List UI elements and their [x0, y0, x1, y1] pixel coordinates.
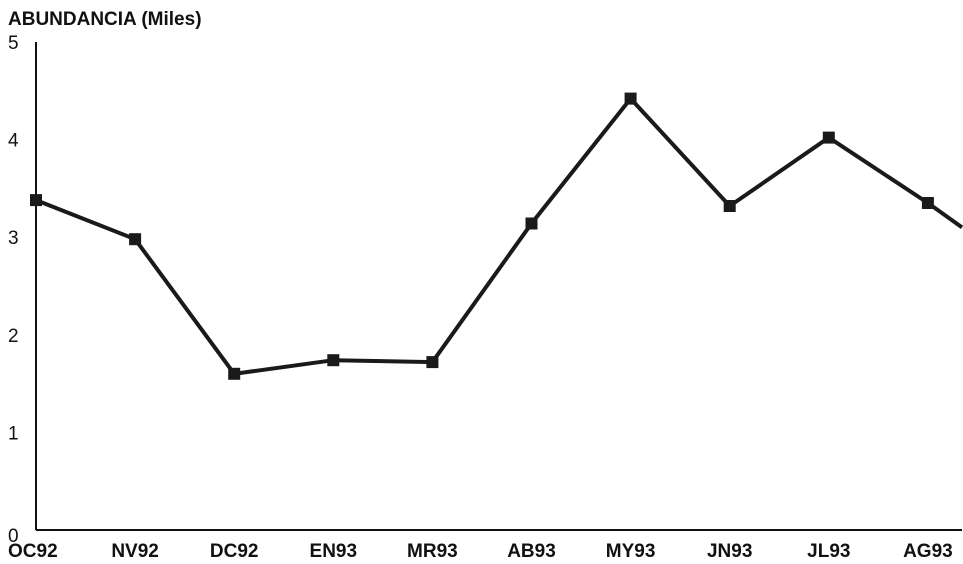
data-point	[921, 197, 934, 209]
y-tick-label: 4	[8, 131, 19, 152]
x-tick-label: JN93	[707, 541, 752, 562]
x-tick-label: AG93	[903, 541, 953, 562]
y-tick-labels: 0 1 2 3 4 5	[8, 33, 19, 547]
y-tick-label: 5	[8, 33, 19, 54]
data-point	[228, 367, 241, 380]
x-tick-label: DC92	[210, 541, 259, 562]
data-point	[129, 233, 142, 246]
data-point	[525, 217, 538, 230]
x-tick-label: OC92	[8, 541, 58, 562]
data-point	[723, 200, 736, 212]
data-point	[30, 194, 42, 207]
x-tick-label: JL93	[807, 541, 850, 562]
x-tick-label: MR93	[407, 541, 458, 562]
data-point	[426, 356, 439, 369]
x-tick-label: EN93	[310, 541, 358, 562]
x-tick-label: NV92	[111, 541, 159, 562]
data-point	[327, 354, 340, 367]
series-layer	[30, 92, 963, 380]
y-axis-label: ABUNDANCIA (Miles)	[8, 9, 202, 30]
y-tick-label: 0	[8, 526, 19, 547]
x-tick-label: MY93	[606, 541, 656, 562]
data-point	[624, 92, 637, 105]
x-tick-label: AB93	[507, 541, 556, 562]
y-tick-label: 1	[8, 423, 19, 444]
x-tick-labels: OC92 NV92 DC92 EN93 MR93 AB93 MY93 JN93 JL93 AG93	[8, 541, 953, 562]
y-tick-label: 2	[8, 326, 19, 347]
data-point	[822, 131, 835, 144]
y-tick-label: 3	[8, 228, 19, 249]
